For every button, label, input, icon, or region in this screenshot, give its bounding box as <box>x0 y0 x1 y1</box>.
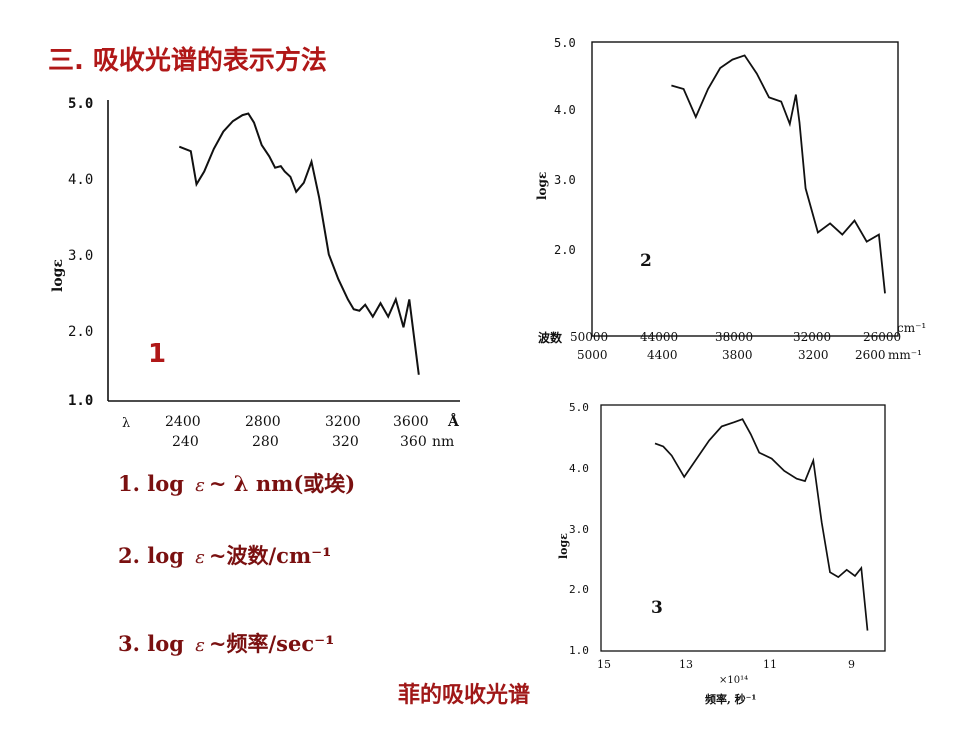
chart-2-xtick-cm-4: 32000 <box>793 330 831 344</box>
chart-1-ytick-5: 5.0 <box>68 96 93 112</box>
chart-2-unit-mm: mm⁻¹ <box>888 348 922 362</box>
label-wavenumber: 2. log ε ~波数/cm⁻¹ <box>118 540 331 570</box>
chart-2-ytick-5: 5.0 <box>554 36 576 50</box>
chart-2-xtick-cm-3: 38000 <box>715 330 753 344</box>
chart-1-number: 1 <box>148 339 166 369</box>
label-2-epsilon: ε <box>195 547 205 568</box>
chart-2-xtick-mm-5: 2600 <box>855 348 886 362</box>
chart-2-xtick-cm-1: 50000 <box>570 330 608 344</box>
label-2-prefix: 2. log <box>118 543 192 568</box>
figure-caption: 菲的吸收光谱 <box>398 683 531 708</box>
chart-1-xtick-nm-4: 360 <box>400 434 427 450</box>
chart-1-xtick-nm-3: 320 <box>332 434 359 450</box>
chart-2-series-line <box>671 54 886 294</box>
chart-3-ylabel: logε <box>557 533 570 559</box>
chart-2-xtick-mm-4: 3200 <box>798 348 829 362</box>
chart-1-ytick-3: 3.0 <box>68 248 93 264</box>
chart-1-ytick-1: 1.0 <box>68 393 93 409</box>
label-1-rest: ~ λ nm(或埃) <box>208 471 356 496</box>
chart-3-x-multiplier: ×10¹⁴ <box>719 675 748 686</box>
chart-3-ytick-1: 1.0 <box>569 644 589 657</box>
chart-3-frequency: 5.0 4.0 3.0 2.0 1.0 logε 3 15 13 11 9 ×1… <box>557 401 886 706</box>
chart-1-axes <box>107 100 460 402</box>
chart-2-ytick-2: 2.0 <box>554 243 576 257</box>
chart-1-xtick-a-2: 2800 <box>245 414 281 430</box>
chart-1-unit-nm: nm <box>432 434 454 450</box>
chart-1-ytick-2: 2.0 <box>68 324 93 340</box>
chart-2-number: 2 <box>640 251 652 271</box>
chart-1-xtick-a-1: 2400 <box>165 414 201 430</box>
chart-2-xtick-mm-3: 3800 <box>722 348 753 362</box>
chart-2-unit-cm: cm⁻¹ <box>897 321 926 335</box>
chart-2-wavenumber: 5.0 4.0 3.0 2.0 logε 2 波数 50000 44000 38… <box>535 36 926 362</box>
label-3-rest: ~频率/sec⁻¹ <box>208 631 335 656</box>
chart-1-ytick-4: 4.0 <box>68 172 93 188</box>
chart-3-xtick-2: 13 <box>679 658 693 671</box>
label-1-prefix: 1. log <box>118 471 192 496</box>
chart-2-ylabel: logε <box>535 172 549 200</box>
chart-1-unit-a: Å <box>447 412 460 430</box>
chart-1-series-line <box>178 112 420 375</box>
chart-3-xtick-1: 15 <box>597 658 611 671</box>
chart-2-ytick-3: 3.0 <box>554 173 576 187</box>
page-title: 三. 吸收光谱的表示方法 <box>48 46 327 76</box>
chart-1-xtick-nm-2: 280 <box>252 434 279 450</box>
label-3-epsilon: ε <box>195 635 205 656</box>
chart-3-number: 3 <box>651 598 663 618</box>
chart-3-ytick-2: 2.0 <box>569 583 589 596</box>
label-2-rest: ~波数/cm⁻¹ <box>208 543 332 568</box>
chart-2-xtick-cm-5: 26000 <box>863 330 901 344</box>
chart-1-xlabel-symbol: λ <box>122 416 130 431</box>
chart-2-ytick-4: 4.0 <box>554 103 576 117</box>
chart-1-xtick-a-3: 3200 <box>325 414 361 430</box>
chart-1-xtick-a-4: 3600 <box>393 414 429 430</box>
label-3-prefix: 3. log <box>118 631 192 656</box>
chart-3-ytick-5: 5.0 <box>569 401 589 414</box>
chart-1-ylabel: logε <box>50 259 66 292</box>
chart-3-xlabel: 频率, 秒⁻¹ <box>705 692 756 706</box>
chart-2-xlabel: 波数 <box>538 330 563 345</box>
chart-3-series-line <box>654 418 869 631</box>
label-frequency: 3. log ε ~频率/sec⁻¹ <box>118 628 334 658</box>
chart-2-frame <box>591 41 899 337</box>
chart-3-xtick-3: 11 <box>763 658 777 671</box>
chart-2-xtick-mm-2: 4400 <box>647 348 678 362</box>
label-wavelength: 1. log ε ~ λ nm(或埃) <box>118 468 355 498</box>
chart-2-xtick-mm-1: 5000 <box>577 348 608 362</box>
label-1-epsilon: ε <box>195 475 205 496</box>
chart-3-frame <box>600 404 886 652</box>
chart-1-xtick-nm-1: 240 <box>172 434 199 450</box>
chart-3-xtick-4: 9 <box>848 658 855 671</box>
chart-2-xtick-cm-2: 44000 <box>640 330 678 344</box>
chart-3-ytick-4: 4.0 <box>569 462 589 475</box>
chart-1-wavelength: 5.0 4.0 3.0 2.0 1.0 logε λ 2400 2800 320… <box>50 96 460 450</box>
chart-3-ytick-3: 3.0 <box>569 523 589 536</box>
